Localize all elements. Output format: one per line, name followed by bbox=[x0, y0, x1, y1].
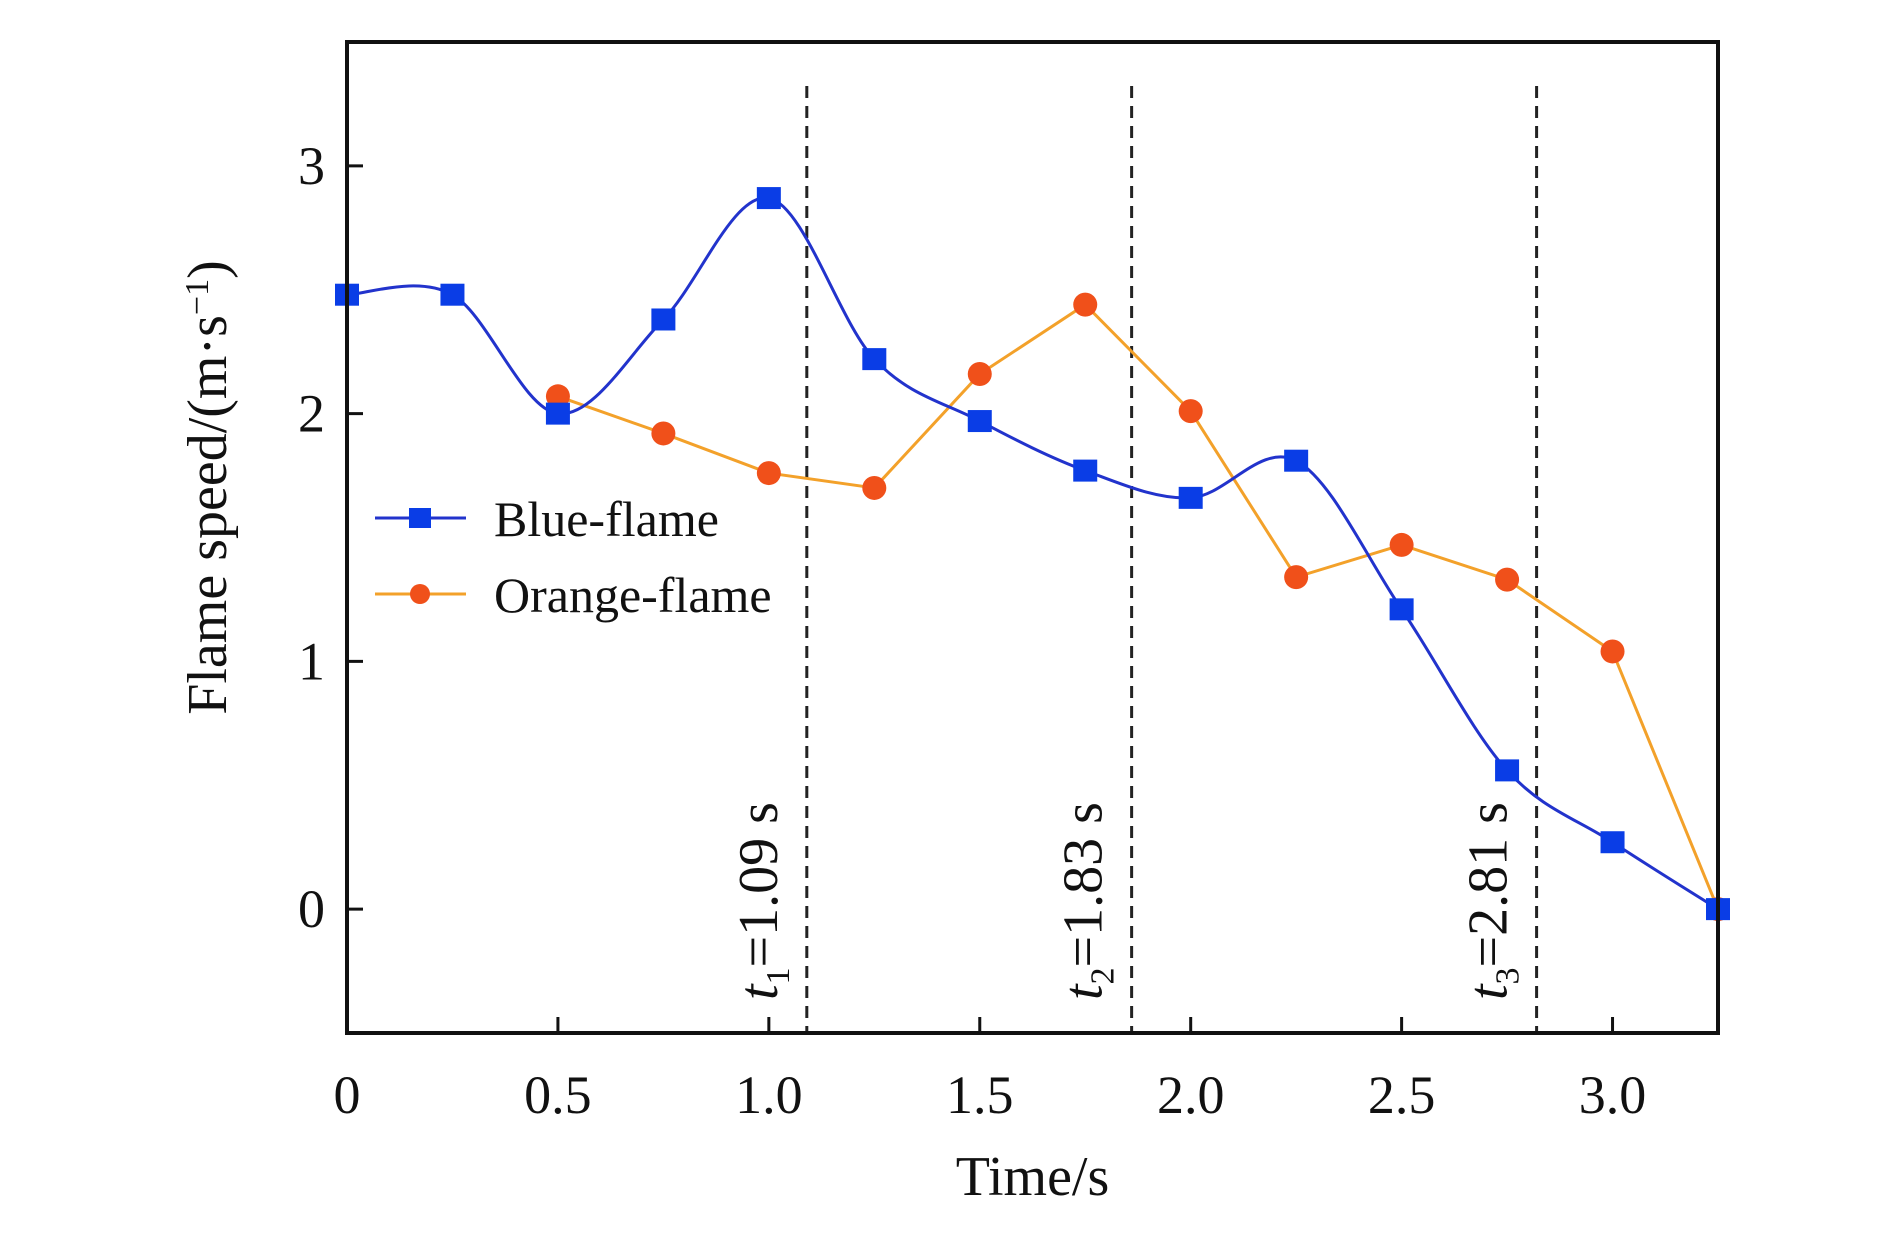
vline-label-value: =1.09 s bbox=[728, 802, 790, 967]
point-orange-flame bbox=[1495, 567, 1520, 592]
legend-marker-orange-flame bbox=[410, 584, 430, 604]
x-tick-label: 2.0 bbox=[1157, 1065, 1225, 1125]
y-axis-label-exponent: −1 bbox=[179, 279, 216, 315]
legend: Blue-flame Orange-flame bbox=[375, 491, 772, 623]
x-tick-label: 0.5 bbox=[524, 1065, 592, 1125]
point-blue-flame bbox=[1600, 831, 1625, 854]
vline-label-sub: 3 bbox=[1490, 967, 1527, 984]
point-orange-flame bbox=[1284, 565, 1309, 590]
legend-label-blue-flame: Blue-flame bbox=[494, 491, 719, 547]
point-orange-flame bbox=[1073, 292, 1098, 317]
vline-label-sub: 2 bbox=[1085, 967, 1122, 984]
vline-label-t2: t2=1.83 s bbox=[1053, 802, 1122, 1000]
vline-label-text: t1=1.09 s bbox=[728, 802, 797, 1000]
x-tick-label: 0 bbox=[334, 1065, 361, 1125]
vline-label-var: t bbox=[1053, 983, 1115, 1000]
x-tick-label: 3.0 bbox=[1579, 1065, 1647, 1125]
series-line-blue-flame bbox=[346, 196, 1719, 911]
vline-label-var: t bbox=[1458, 983, 1520, 1000]
point-orange-flame bbox=[756, 461, 781, 486]
vline-label-var: t bbox=[728, 983, 790, 1000]
point-blue-flame bbox=[1495, 759, 1520, 782]
vline-label-t1: t1=1.09 s bbox=[728, 802, 797, 1000]
x-axis-label: Time/s bbox=[956, 1146, 1110, 1208]
point-orange-flame bbox=[651, 421, 676, 446]
legend-label-orange-flame: Orange-flame bbox=[494, 567, 772, 623]
reference-lines: t1=1.09 st2=1.83 st3=2.81 s bbox=[728, 86, 1539, 1033]
vline-label-value: =2.81 s bbox=[1458, 802, 1520, 967]
point-blue-flame bbox=[862, 348, 887, 371]
data-series bbox=[335, 187, 1730, 922]
point-blue-flame bbox=[1389, 598, 1414, 621]
x-tick-label: 1.5 bbox=[946, 1065, 1014, 1125]
vline-label-t3: t3=2.81 s bbox=[1458, 802, 1527, 1000]
y-tick-label: 3 bbox=[298, 136, 325, 196]
vline-label-text: t2=1.83 s bbox=[1053, 802, 1122, 1000]
point-blue-flame bbox=[1073, 459, 1098, 482]
point-blue-flame bbox=[756, 187, 781, 210]
point-blue-flame bbox=[1178, 486, 1203, 509]
y-tick-label: 1 bbox=[298, 631, 325, 691]
y-axis-label: Flame speed/(m·s−1) bbox=[177, 260, 239, 715]
point-orange-flame bbox=[862, 475, 887, 500]
y-tick-label: 0 bbox=[298, 879, 325, 939]
y-axis-label-main: Flame speed/(m·s bbox=[177, 315, 239, 715]
point-orange-flame bbox=[545, 384, 570, 409]
vline-label-text: t3=2.81 s bbox=[1458, 802, 1527, 1000]
point-orange-flame bbox=[1389, 532, 1414, 557]
point-blue-flame bbox=[1284, 449, 1309, 472]
y-axis-label-close: ) bbox=[177, 260, 239, 279]
point-orange-flame bbox=[1600, 639, 1625, 664]
series-line-orange-flame bbox=[557, 302, 1720, 910]
vline-label-sub: 1 bbox=[760, 967, 797, 984]
x-tick-label: 1.0 bbox=[735, 1065, 803, 1125]
point-blue-flame bbox=[440, 283, 465, 306]
x-tick-label: 2.5 bbox=[1368, 1065, 1436, 1125]
legend-marker-blue-flame bbox=[409, 508, 431, 528]
y-tick-label: 2 bbox=[298, 384, 325, 444]
point-blue-flame bbox=[651, 308, 676, 331]
point-blue-flame bbox=[967, 410, 992, 433]
point-blue-flame bbox=[545, 402, 570, 425]
point-orange-flame bbox=[1178, 399, 1203, 424]
point-orange-flame bbox=[967, 361, 992, 386]
plot-frame bbox=[345, 40, 1720, 1035]
axis-ticks: 0 0.5 1.0 1.5 2.0 2.5 3.0 0 1 2 3 bbox=[298, 136, 1646, 1125]
vline-label-value: =1.83 s bbox=[1053, 802, 1115, 967]
